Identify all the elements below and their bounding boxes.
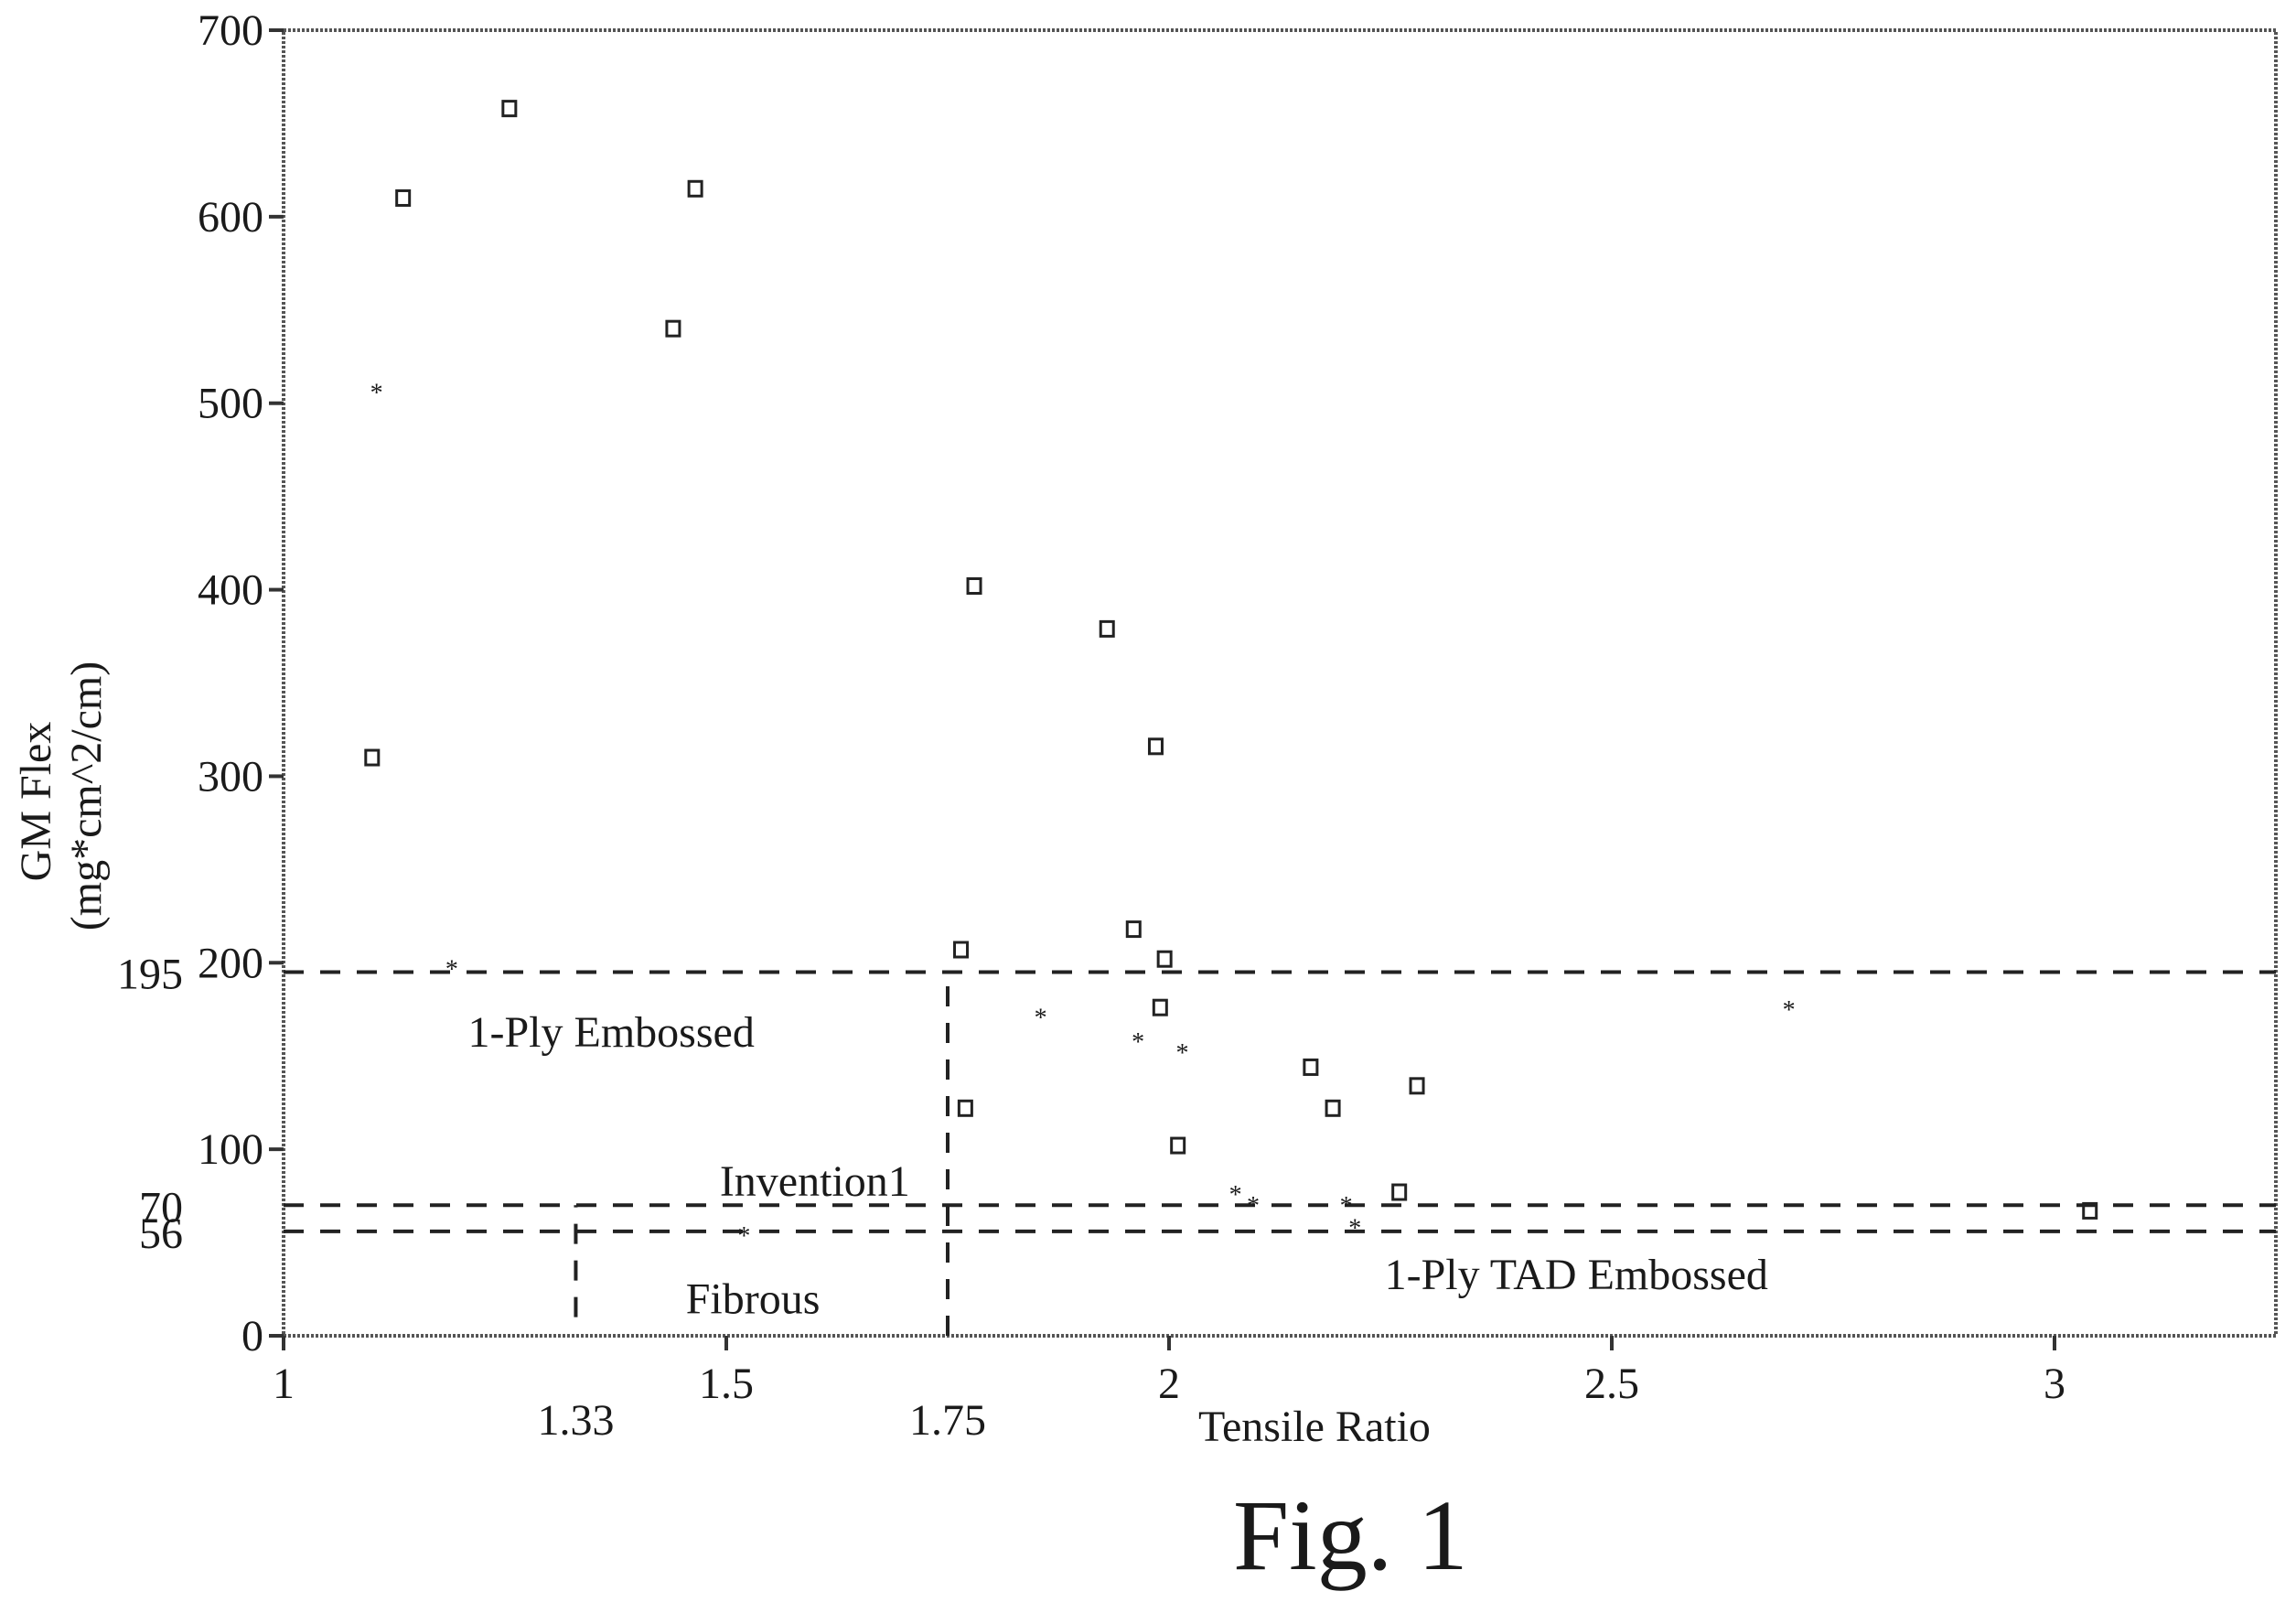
- y-axis-title: GM Flex (mg*cm^2/cm): [12, 661, 111, 930]
- x-tick-label: 2: [1158, 1360, 1180, 1408]
- data-point-square: [1156, 950, 1173, 968]
- y-tick-label: 0: [241, 1312, 263, 1360]
- x-tick-label: 1.5: [699, 1360, 754, 1408]
- data-point-star: *: [1176, 1039, 1189, 1068]
- threshold-x-label: 1.33: [537, 1396, 614, 1445]
- y-axis-title-line2: (mg*cm^2/cm): [62, 661, 111, 930]
- figure-caption: Fig. 1: [1233, 1479, 1468, 1591]
- y-tick-label: 400: [198, 566, 263, 615]
- data-point-square: [1170, 1136, 1186, 1155]
- region-label: 1-Ply Embossed: [467, 1008, 754, 1057]
- threshold-y-label: 56: [139, 1210, 183, 1258]
- data-point-star: *: [1229, 1181, 1242, 1210]
- threshold-y-label: 195: [117, 950, 183, 998]
- y-axis-title-line1: GM Flex: [12, 722, 60, 882]
- y-tick-label: 100: [198, 1125, 263, 1174]
- data-point-star: *: [1035, 1004, 1047, 1032]
- plot-border: [282, 28, 2278, 1338]
- x-axis-title: Tensile Ratio: [1198, 1403, 1431, 1451]
- data-point-square: [501, 100, 518, 118]
- data-point-star: *: [445, 955, 458, 984]
- data-point-square: [2082, 1201, 2098, 1220]
- data-point-square: [1152, 998, 1168, 1016]
- data-point-square: [1325, 1099, 1341, 1117]
- threshold-x-label: 1.75: [909, 1396, 986, 1445]
- region-label: 1-Ply TAD Embossed: [1385, 1251, 1768, 1299]
- data-point-star: *: [1132, 1028, 1144, 1057]
- data-point-square: [957, 1099, 973, 1117]
- data-point-star: *: [1783, 996, 1796, 1025]
- x-tick-label: 2.5: [1584, 1360, 1639, 1408]
- data-point-square: [1099, 619, 1115, 638]
- data-point-square: [364, 748, 381, 767]
- plot-frame: [282, 28, 2278, 1338]
- region-label: Fibrous: [686, 1275, 821, 1324]
- data-point-square: [953, 941, 970, 959]
- y-tick-label: 300: [198, 752, 263, 801]
- reference-lines: [284, 970, 2276, 1336]
- data-points: ***** ** * ***: [364, 100, 2098, 1251]
- data-point-square: [966, 576, 982, 595]
- data-point-square: [1409, 1077, 1425, 1095]
- y-tick-label: 600: [198, 193, 263, 242]
- data-point-square: [1303, 1058, 1319, 1076]
- x-tick-label: 1: [273, 1360, 295, 1408]
- region-label: Invention1: [720, 1157, 910, 1206]
- y-tick-label: 500: [198, 380, 263, 428]
- data-point-star: *: [1348, 1215, 1361, 1243]
- threshold-y-label: 70: [139, 1183, 183, 1231]
- data-point-star: *: [737, 1222, 750, 1251]
- data-point-square: [687, 179, 703, 198]
- data-point-star: *: [370, 379, 383, 407]
- x-tick-label: 3: [2044, 1360, 2065, 1408]
- data-point-square: [665, 319, 681, 338]
- y-tick-label: 200: [198, 939, 263, 987]
- y-tick-label: 700: [198, 6, 263, 55]
- axis-ticks: [269, 28, 2056, 1350]
- data-point-square: [1125, 920, 1142, 939]
- data-point-square: [395, 188, 412, 207]
- data-point-star: *: [1247, 1192, 1260, 1221]
- data-point-square: [1147, 737, 1164, 756]
- data-point-star: *: [1340, 1192, 1353, 1221]
- data-point-square: [1391, 1183, 1408, 1201]
- chart-text: Tensile Ratio GM Flex (mg*cm^2/cm) Fig. …: [12, 6, 2065, 1591]
